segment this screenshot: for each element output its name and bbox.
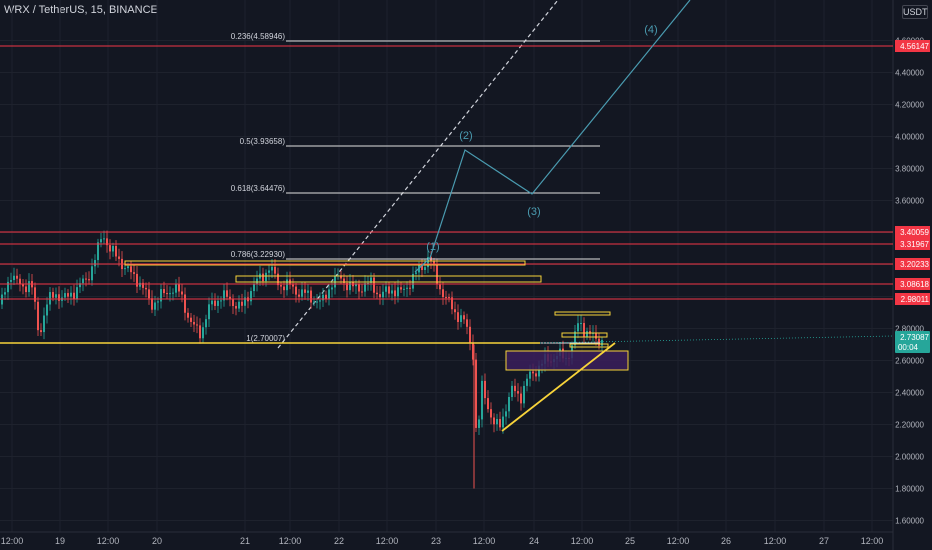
- time-tick-label: 12:00: [1, 536, 24, 546]
- red-level-badge-bg: [895, 258, 930, 270]
- red-level-badge-text: 3.40059: [900, 228, 929, 237]
- time-tick-label: 23: [431, 536, 441, 546]
- candle-countdown: 00:04: [898, 343, 919, 352]
- fibonacci-levels[interactable]: 0.236(4.58946) 0.5(3.93658) 0.618(3.6447…: [231, 32, 600, 344]
- fib-label-05: 0.5(3.93658): [240, 137, 286, 146]
- dashed-trend-line[interactable]: [277, 0, 559, 349]
- time-tick-label: 24: [529, 536, 539, 546]
- time-tick-label: 12:00: [861, 536, 884, 546]
- price-tick-label: 2.00000: [895, 453, 924, 462]
- fib-label-0786: 0.786(3.22930): [231, 250, 286, 259]
- red-level-badge-text: 3.31967: [900, 240, 929, 249]
- rising-support-line[interactable]: [501, 342, 616, 432]
- yellow-zone-lower[interactable]: [235, 275, 542, 283]
- wave-label-2: (2): [459, 130, 472, 142]
- time-tick-label: 12:00: [279, 536, 302, 546]
- red-level-badge-bg: [895, 238, 930, 250]
- red-level-badges: 4.56147 3.40059 3.31967 3.20233 3.08618 2.980…: [895, 40, 930, 305]
- time-tick-label: 20: [152, 536, 162, 546]
- price-tick-label: 4.00000: [895, 133, 924, 142]
- time-tick-label: 12:00: [667, 536, 690, 546]
- yellow-zone-upper[interactable]: [124, 260, 526, 266]
- price-tick-label: 3.80000: [895, 165, 924, 174]
- price-tick-label: 3.60000: [895, 197, 924, 206]
- purple-demand-zone[interactable]: [505, 350, 629, 371]
- red-level-badge-bg: [895, 278, 930, 290]
- price-tick-label: 1.80000: [895, 485, 924, 494]
- time-axis[interactable]: 12:00 19 12:00 20 21 12:00 22 12:00 23 12:00 24 12:…: [1, 536, 884, 546]
- symbol-header[interactable]: WRX / TetherUS, 15, BINANCE: [4, 4, 158, 16]
- red-level-badge-bg: [895, 226, 930, 238]
- red-level-badge-text: 3.20233: [900, 260, 929, 269]
- time-tick-label: 12:00: [764, 536, 787, 546]
- time-tick-label: 22: [334, 536, 344, 546]
- wave-label-3: (3): [527, 206, 540, 218]
- time-tick-label: 12:00: [473, 536, 496, 546]
- red-level-badge-text: 2.98011: [901, 295, 930, 304]
- time-tick-label: 21: [240, 536, 250, 546]
- price-tick-label: 2.40000: [895, 389, 924, 398]
- wave-label-1: (1): [426, 241, 439, 253]
- red-level-badge-text: 3.08618: [900, 280, 929, 289]
- fib-label-1: 1(2.70007): [246, 334, 285, 343]
- last-price-line: [539, 335, 894, 344]
- last-price-badge: 2.73087 00:04: [895, 331, 930, 353]
- time-tick-label: 27: [819, 536, 829, 546]
- wave-label-4: (4): [644, 24, 657, 36]
- time-tick-label: 25: [625, 536, 635, 546]
- price-tick-label: 4.40000: [895, 69, 924, 78]
- elliott-wave-path[interactable]: [414, 0, 691, 273]
- time-tick-label: 12:00: [376, 536, 399, 546]
- red-level-badge-text: 4.56147: [900, 42, 929, 51]
- time-tick-label: 12:00: [97, 536, 120, 546]
- yellow-zone-small-3[interactable]: [569, 343, 609, 348]
- price-tick-label: 2.60000: [895, 357, 924, 366]
- time-tick-label: 12:00: [571, 536, 594, 546]
- red-level-badge-bg: [895, 293, 930, 305]
- time-tick-label: 19: [55, 536, 65, 546]
- red-level-badge-bg: [895, 40, 930, 52]
- red-level-lines[interactable]: [0, 45, 893, 300]
- fib-label-0618: 0.618(3.64476): [231, 184, 286, 193]
- time-tick-label: 26: [721, 536, 731, 546]
- price-tick-label: 2.20000: [895, 421, 924, 430]
- yellow-zone-small-1[interactable]: [554, 311, 611, 316]
- fib-label-0236: 0.236(4.58946): [231, 32, 286, 41]
- price-tick-label: 4.20000: [895, 101, 924, 110]
- currency-badge[interactable]: USDT: [902, 5, 928, 19]
- price-tick-label: 1.60000: [895, 517, 924, 526]
- yellow-zone-small-2[interactable]: [561, 332, 608, 338]
- price-tick-label: 2.80000: [895, 325, 924, 334]
- last-price-value: 2.73087: [900, 333, 929, 342]
